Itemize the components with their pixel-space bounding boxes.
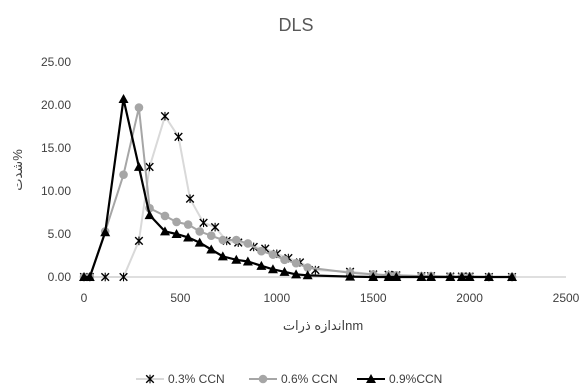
data-point [145,162,154,172]
y-tick-label: 25.00 [41,55,71,69]
y-tick-label: 5.00 [48,227,72,241]
data-point [267,264,278,274]
data-point [464,272,475,281]
legend-label: 0.9%CCN [389,372,442,386]
data-point [118,93,129,103]
y-tick-label: 10.00 [41,184,71,198]
data-point [210,222,220,232]
x-tick-label: 1000 [263,291,290,305]
x-axis-label: اندازه ذراتnm [283,318,363,334]
data-point [199,218,208,228]
data-point [134,236,144,246]
data-point [134,103,144,112]
data-point [84,272,95,281]
data-point [291,258,301,268]
series-layer [79,93,518,282]
data-point [368,272,379,281]
data-point [291,269,302,279]
series-3 [79,93,518,281]
data-point [160,211,170,221]
data-point [172,217,181,227]
data-point [185,194,195,204]
y-tick-label: 20.00 [41,98,71,112]
data-point [345,271,356,281]
data-point [268,250,278,259]
legend-label: 0.6% CCN [281,372,338,386]
y-tick-label: 0.00 [48,270,72,284]
data-point [416,272,427,281]
y-axis-label: شدت% [10,149,25,191]
data-point [144,210,155,220]
legend-marker [366,374,376,383]
data-point [231,254,242,264]
data-point [483,272,494,281]
data-point [218,235,228,245]
data-point [280,255,289,265]
legend-item: 0.3% CCN [136,372,225,386]
data-point [243,239,253,248]
data-point [119,170,128,179]
data-point [383,272,394,281]
legend-marker [258,374,268,384]
data-point [507,272,518,281]
legend-marker [145,374,155,384]
data-point [206,231,216,241]
legend-item: 0.9%CCN [357,372,442,386]
data-point [183,232,194,242]
x-tick-label: 500 [170,291,190,305]
series-line [84,107,512,278]
data-point [174,132,183,142]
data-point [279,266,290,276]
data-point [100,227,111,237]
data-point [232,235,241,245]
x-tick-label: 0 [81,291,88,305]
data-point [159,226,170,236]
data-point [217,251,228,261]
data-point [256,260,267,270]
series-line [84,98,512,279]
data-point [391,272,402,281]
data-point [195,227,204,236]
y-tick-labels: 0.00 5.00 10.00 15.00 20.00 25.00 [41,55,71,284]
data-point [206,244,217,254]
data-point [194,237,205,247]
data-point [445,272,456,281]
data-point [133,161,144,171]
legend: 0.3% CCN 0.6% CCN 0.9%CCN [136,372,442,386]
data-point [426,272,437,281]
x-tick-label: 2500 [553,291,580,305]
y-tick-label: 15.00 [41,141,71,155]
x-tick-label: 1500 [360,291,387,305]
data-point [257,246,266,256]
data-point [242,256,253,266]
data-point [456,272,467,281]
chart-title: DLS [278,15,313,35]
legend-item: 0.6% CCN [249,372,338,386]
legend-label: 0.3% CCN [168,372,225,386]
data-point [302,270,313,280]
data-point [119,272,128,282]
data-point [171,229,182,238]
data-point [303,263,312,272]
x-tick-labels: 0 500 1000 1500 2000 2500 [81,291,580,305]
data-point [183,220,193,229]
data-point [160,111,170,121]
x-tick-label: 2000 [456,291,483,305]
data-point [100,272,110,282]
